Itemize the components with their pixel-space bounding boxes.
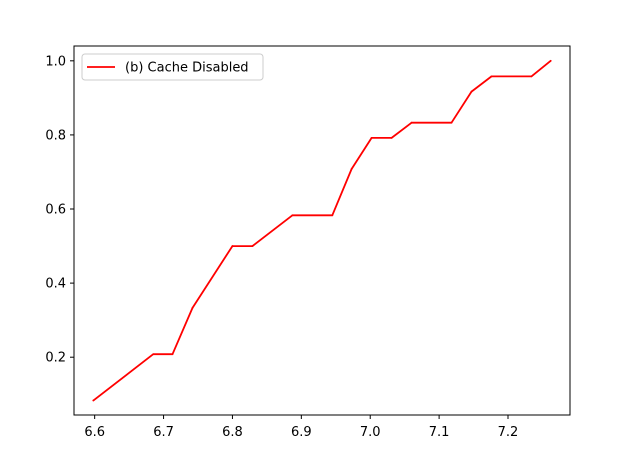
- series-layer: [92, 59, 552, 402]
- y-tick-label: 1.0: [45, 54, 66, 69]
- data-point: [231, 245, 234, 247]
- data-point: [450, 121, 453, 124]
- data-point: [390, 136, 393, 139]
- data-point: [530, 75, 533, 78]
- data-point: [291, 214, 294, 217]
- data-point: [549, 59, 552, 62]
- x-axis: 6.6 6.7 6.8 6.9 7.0 7.1 7.2: [84, 415, 518, 440]
- data-point: [410, 121, 413, 124]
- x-tick-label: 7.1: [429, 425, 450, 440]
- plot-frame: [73, 45, 571, 416]
- data-point: [490, 75, 493, 78]
- x-tick-label: 7.2: [498, 425, 519, 440]
- x-tick-label: 6.8: [222, 425, 243, 440]
- legend-box: [81, 53, 264, 81]
- data-point: [171, 353, 174, 356]
- legend-label: (b) Cache Disabled: [125, 61, 249, 76]
- y-axis: 0.2 0.4 0.6 0.8 1.0: [45, 54, 74, 366]
- y-tick-label: 0.8: [45, 128, 66, 143]
- data-point: [92, 399, 95, 402]
- data-point: [331, 214, 334, 217]
- y-tick-label: 0.2: [45, 351, 66, 366]
- x-tick-label: 6.9: [291, 425, 312, 440]
- y-tick-label: 0.6: [45, 203, 66, 218]
- plot-area: [73, 45, 571, 416]
- legend: (b) Cache Disabled: [81, 53, 264, 81]
- data-point: [191, 307, 194, 309]
- data-point: [251, 245, 254, 247]
- x-tick-label: 6.7: [153, 425, 174, 440]
- data-point: [152, 353, 155, 356]
- x-tick-label: 7.0: [360, 425, 381, 440]
- data-point: [470, 90, 473, 93]
- x-tick-label: 6.6: [84, 425, 105, 440]
- data-point: [370, 136, 373, 139]
- data-point: [350, 168, 353, 170]
- y-tick-label: 0.4: [45, 277, 66, 292]
